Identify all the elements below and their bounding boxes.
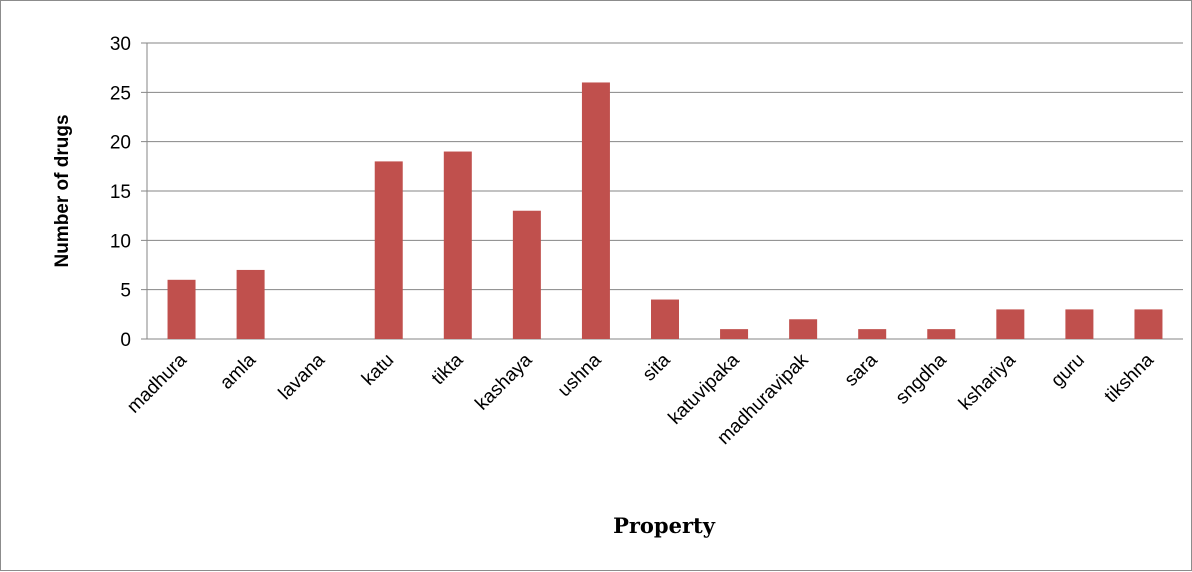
y-tick-label: 0 — [120, 330, 131, 351]
x-tick-label: sngdha — [892, 349, 951, 408]
y-tick-label: 15 — [110, 182, 131, 203]
bar-tikshna — [1134, 309, 1163, 339]
x-tick-label: tikta — [428, 349, 468, 389]
bar-madhura — [167, 279, 196, 339]
bar-kashaya — [512, 210, 541, 339]
x-tick-label: tikshna — [1101, 349, 1159, 407]
x-tick-label: lavana — [275, 349, 330, 404]
y-axis-ticks: 0 5 10 15 20 25 30 — [110, 34, 131, 351]
gridlines — [141, 42, 1183, 340]
y-tick-label: 25 — [110, 83, 131, 104]
x-tick-label: sara — [841, 349, 882, 390]
x-tick-label: guru — [1047, 350, 1089, 392]
bar-sngdha — [927, 329, 956, 339]
bar-madhuravipak — [789, 319, 818, 339]
x-tick-label: amla — [216, 349, 260, 393]
y-tick-label: 30 — [110, 34, 131, 55]
bar-ushna — [581, 82, 610, 339]
x-axis-title: Property — [613, 513, 716, 538]
bar-katuvipaka — [720, 329, 749, 339]
bars — [167, 82, 1163, 339]
y-axis-title: Number of drugs — [52, 114, 73, 267]
x-axis-ticks: madhura amla lavana katu tikta kashaya ushna si… — [123, 349, 1158, 449]
y-tick-label: 10 — [110, 231, 131, 252]
bar-katu — [374, 161, 403, 339]
x-tick-label: ushna — [554, 349, 606, 401]
bar-guru — [1065, 309, 1094, 339]
bar-kshariya — [996, 309, 1025, 339]
x-tick-label: katu — [358, 350, 398, 390]
x-tick-label: kashaya — [472, 349, 537, 414]
bar-sita — [651, 299, 679, 339]
y-tick-label: 20 — [110, 133, 131, 154]
x-tick-label: sita — [639, 349, 675, 385]
x-tick-label: kshariya — [955, 349, 1020, 414]
bar-amla — [236, 269, 265, 339]
bar-tikta — [443, 151, 472, 339]
x-tick-label: madhura — [123, 349, 191, 417]
y-tick-label: 5 — [120, 281, 131, 302]
bar-sara — [858, 329, 887, 339]
